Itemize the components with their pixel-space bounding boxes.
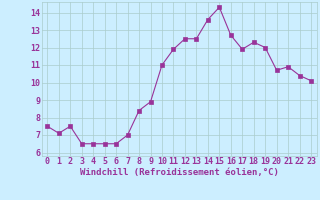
X-axis label: Windchill (Refroidissement éolien,°C): Windchill (Refroidissement éolien,°C) — [80, 168, 279, 177]
